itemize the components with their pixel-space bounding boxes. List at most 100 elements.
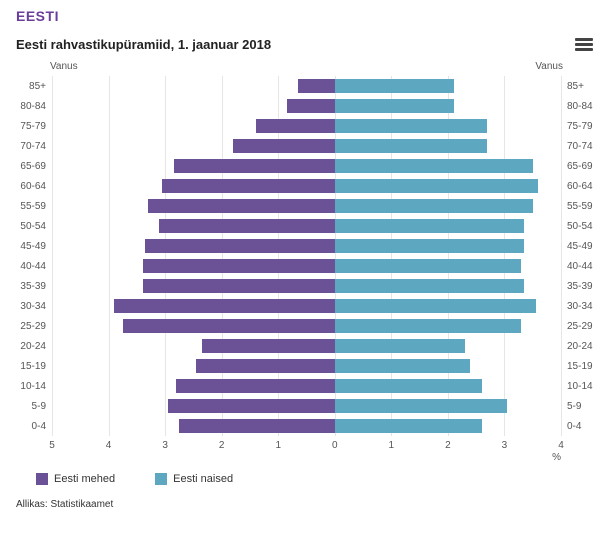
axis-labels-top: Vanus Vanus <box>16 61 597 76</box>
age-label-left: 35-39 <box>16 281 52 292</box>
pyramid-row: 0-4 0-4 <box>16 416 597 436</box>
bar-male <box>174 159 335 173</box>
source-text: Allikas: Statistikaamet <box>16 499 597 510</box>
bar-female <box>335 239 524 253</box>
x-tick: 4 <box>558 440 564 451</box>
legend-male-label: Eesti mehed <box>54 473 115 485</box>
age-label-left: 40-44 <box>16 261 52 272</box>
bar-pair <box>52 116 561 136</box>
bar-male <box>202 339 335 353</box>
x-tick: 1 <box>275 440 281 451</box>
age-label-right: 5-9 <box>561 401 597 412</box>
pyramid-row: 80-84 80-84 <box>16 96 597 116</box>
age-label-right: 15-19 <box>561 361 597 372</box>
age-label-right: 35-39 <box>561 281 597 292</box>
bar-male <box>162 179 334 193</box>
axis-label-right: Vanus <box>535 61 563 72</box>
pyramid-row: 10-14 10-14 <box>16 376 597 396</box>
hamburger-menu-icon[interactable] <box>571 32 597 57</box>
legend-female-label: Eesti naised <box>173 473 233 485</box>
bar-female <box>335 79 454 93</box>
pyramid-rows: 85+85+80-8480-8475-7975-7970-7470-7465-6… <box>16 76 597 436</box>
bar-pair <box>52 96 561 116</box>
bar-female <box>335 299 536 313</box>
age-label-left: 70-74 <box>16 141 52 152</box>
pyramid-row: 25-2925-29 <box>16 316 597 336</box>
bar-male <box>145 239 334 253</box>
bar-pair <box>52 356 561 376</box>
pyramid-row: 20-2420-24 <box>16 336 597 356</box>
age-label-right: 55-59 <box>561 201 597 212</box>
age-label-right: 65-69 <box>561 161 597 172</box>
page-title: EESTI <box>16 8 597 24</box>
age-label-left: 80-84 <box>16 101 52 112</box>
bar-pair <box>52 176 561 196</box>
bar-pair <box>52 216 561 236</box>
x-tick: 4 <box>106 440 112 451</box>
bar-female <box>335 259 522 273</box>
bar-pair <box>52 416 561 436</box>
bar-male <box>287 99 335 113</box>
age-label-left: 75-79 <box>16 121 52 132</box>
bar-male <box>148 199 335 213</box>
age-label-left: 0-4 <box>16 421 52 432</box>
legend-female: Eesti naised <box>155 473 233 485</box>
age-label-right: 45-49 <box>561 241 597 252</box>
age-label-right: 85+ <box>561 81 597 92</box>
bar-female <box>335 219 524 233</box>
pyramid-row: 15-19 15-19 <box>16 356 597 376</box>
pyramid-row: 70-7470-74 <box>16 136 597 156</box>
age-label-left: 50-54 <box>16 221 52 232</box>
age-label-left: 30-34 <box>16 301 52 312</box>
pyramid-row: 30-34 30-34 <box>16 296 597 316</box>
chart-subtitle: Eesti rahvastikupüramiid, 1. jaanuar 201… <box>16 37 271 52</box>
legend: Eesti mehed Eesti naised <box>16 473 597 485</box>
bar-female <box>335 279 524 293</box>
age-label-right: 50-54 <box>561 221 597 232</box>
bar-male <box>298 79 335 93</box>
bar-male <box>123 319 335 333</box>
bar-pair <box>52 236 561 256</box>
bar-female <box>335 399 507 413</box>
bar-male <box>256 119 335 133</box>
age-label-right: 0-4 <box>561 421 597 432</box>
x-tick: 5 <box>49 440 55 451</box>
bar-pair <box>52 156 561 176</box>
pyramid-row: 45-49 45-49 <box>16 236 597 256</box>
age-label-left: 15-19 <box>16 361 52 372</box>
age-label-right: 20-24 <box>561 341 597 352</box>
bar-female <box>335 199 533 213</box>
bar-pair <box>52 136 561 156</box>
bar-male <box>114 299 335 313</box>
bar-female <box>335 99 454 113</box>
bar-male <box>159 219 334 233</box>
x-axis-ticks: 5432101234 <box>52 440 561 454</box>
axis-label-left: Vanus <box>50 61 78 72</box>
pyramid-row: 65-6965-69 <box>16 156 597 176</box>
bar-female <box>335 319 522 333</box>
subtitle-row: Eesti rahvastikupüramiid, 1. jaanuar 201… <box>16 32 597 57</box>
x-tick: 3 <box>162 440 168 451</box>
x-tick: 2 <box>445 440 451 451</box>
x-tick: 2 <box>219 440 225 451</box>
age-label-right: 80-84 <box>561 101 597 112</box>
age-label-left: 45-49 <box>16 241 52 252</box>
bar-female <box>335 339 465 353</box>
age-label-left: 25-29 <box>16 321 52 332</box>
pyramid-row: 60-6460-64 <box>16 176 597 196</box>
bar-pair <box>52 196 561 216</box>
age-label-left: 85+ <box>16 81 52 92</box>
swatch-female <box>155 473 167 485</box>
age-label-right: 30-34 <box>561 301 597 312</box>
pyramid-row: 5-9 5-9 <box>16 396 597 416</box>
bar-male <box>233 139 335 153</box>
bar-pair <box>52 376 561 396</box>
age-label-left: 5-9 <box>16 401 52 412</box>
pyramid-chart: Vanus Vanus 85+85+80-8480-8475-7975-7970… <box>16 61 597 510</box>
age-label-left: 10-14 <box>16 381 52 392</box>
bar-male <box>176 379 334 393</box>
age-label-right: 10-14 <box>561 381 597 392</box>
swatch-male <box>36 473 48 485</box>
pyramid-row: 85+ 85+ <box>16 76 597 96</box>
age-label-right: 40-44 <box>561 261 597 272</box>
